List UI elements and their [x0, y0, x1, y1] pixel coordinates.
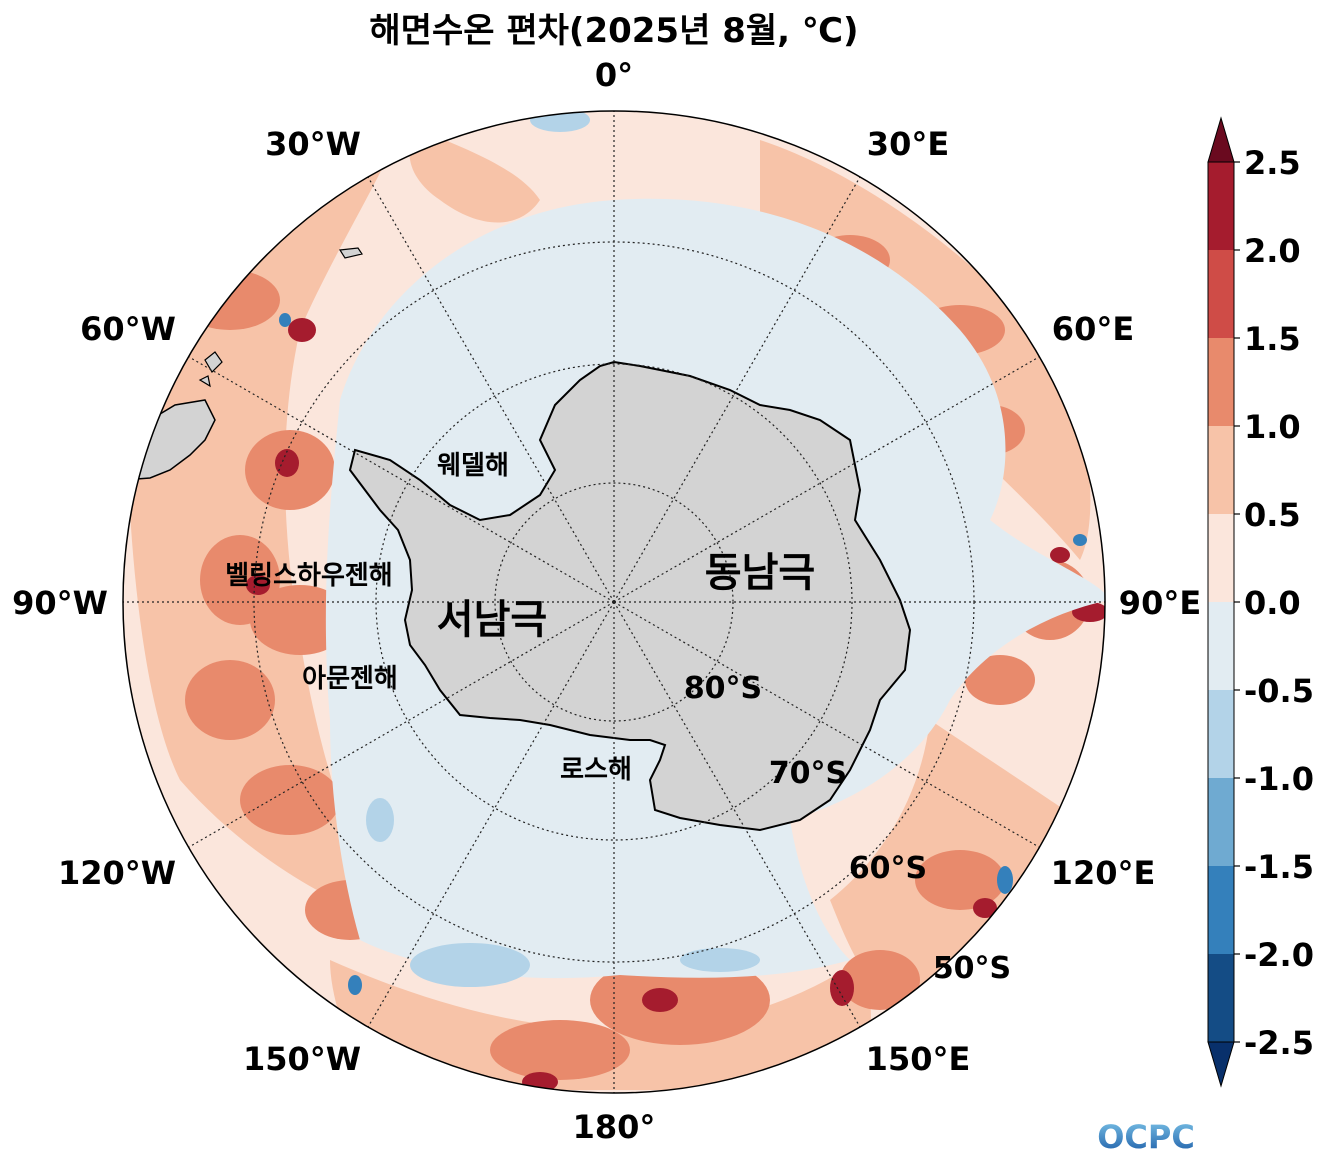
meridians-grid: [123, 111, 1105, 1093]
colorbar: 2.5 2.0 1.5 1.0 0.5 0.0 -0.5 -1.0 -1.5 -2.0 -2.5: [1207, 116, 1314, 1088]
label-east-antarctica: 동남극: [705, 550, 815, 596]
lon-label-120w: 120°W: [58, 854, 176, 892]
lon-label-60e: 60°E: [1052, 310, 1134, 348]
south-america-islands: [198, 247, 363, 388]
colorbar-tick-label: 0.5: [1244, 496, 1301, 534]
label-bellingshausen-sea: 벨링스하우젠해: [225, 561, 392, 591]
colorbar-segment: [1208, 602, 1234, 691]
colorbar-segment: [1208, 250, 1234, 339]
region-labels: 동남극 서남극 웨델해 벨링스하우젠해 아문젠해 로스해: [225, 451, 815, 785]
map-border: [122, 110, 1106, 1094]
lon-label-60w: 60°W: [80, 310, 176, 348]
colorbar-tick-label: 2.5: [1244, 144, 1301, 182]
colorbar-tick-label: -1.0: [1244, 760, 1314, 798]
cold-spots: [279, 313, 1087, 995]
colorbar-tick-label: 0.0: [1244, 584, 1301, 622]
lat-label-80s: 80°S: [684, 671, 762, 706]
colorbar-extend-max: [1207, 116, 1235, 163]
colorbar-tick-label: 1.0: [1244, 408, 1301, 446]
colorbar-tick-label: -0.5: [1244, 672, 1314, 710]
cool-patches: [366, 111, 760, 987]
lon-label-180: 180°: [573, 1108, 656, 1146]
lon-label-150w: 150°W: [243, 1040, 361, 1078]
antarctica-land: [348, 360, 912, 832]
colorbar-tick-label: -2.0: [1244, 936, 1314, 974]
colorbar-segment: [1208, 338, 1234, 427]
colorbar-extend-min: [1207, 1041, 1235, 1088]
colorbar-tick-label: -1.5: [1244, 848, 1314, 886]
colorbar-segment: [1208, 514, 1234, 603]
colorbar-tick-label: 2.0: [1244, 232, 1301, 270]
lon-label-90w: 90°W: [12, 584, 108, 622]
lon-label-120e: 120°E: [1051, 854, 1156, 892]
colorbar-segment: [1208, 426, 1234, 515]
lon-label-30e: 30°E: [867, 125, 949, 163]
lat-label-70s: 70°S: [769, 756, 847, 791]
colorbar-segment: [1208, 690, 1234, 779]
colorbar-segment: [1208, 778, 1234, 867]
label-west-antarctica: 서남극: [437, 597, 547, 643]
colorbar-segment: [1208, 162, 1234, 251]
colorbar-tick-label: 1.5: [1244, 320, 1301, 358]
lat-label-60s: 60°S: [849, 851, 927, 886]
hot-spots: [246, 318, 1105, 1092]
colorbar-tick-label: -2.5: [1244, 1024, 1314, 1062]
lat-label-50s: 50°S: [933, 951, 1011, 986]
meridian-labels: 0° 30°E 60°E 90°E 120°E 150°E 180° 150°W…: [12, 56, 1201, 1146]
label-ross-sea: 로스해: [560, 755, 632, 785]
label-weddell-sea: 웨델해: [437, 451, 509, 481]
lon-label-30w: 30°W: [265, 125, 361, 163]
map-title: 해면수온 편차(2025년 8월, ℃): [369, 11, 858, 51]
lon-label-150e: 150°E: [866, 1040, 971, 1078]
label-amundsen-sea: 아문젠해: [302, 664, 398, 694]
ocpc-logo: OCPC: [1097, 1118, 1195, 1156]
south-america-land: [123, 399, 216, 481]
colorbar-segment: [1208, 866, 1234, 955]
parallel-labels: 80°S 70°S 60°S 50°S: [684, 671, 1011, 986]
colorbar-segment: [1208, 954, 1234, 1043]
lon-label-90e: 90°E: [1119, 584, 1201, 622]
lon-label-0: 0°: [595, 56, 633, 94]
